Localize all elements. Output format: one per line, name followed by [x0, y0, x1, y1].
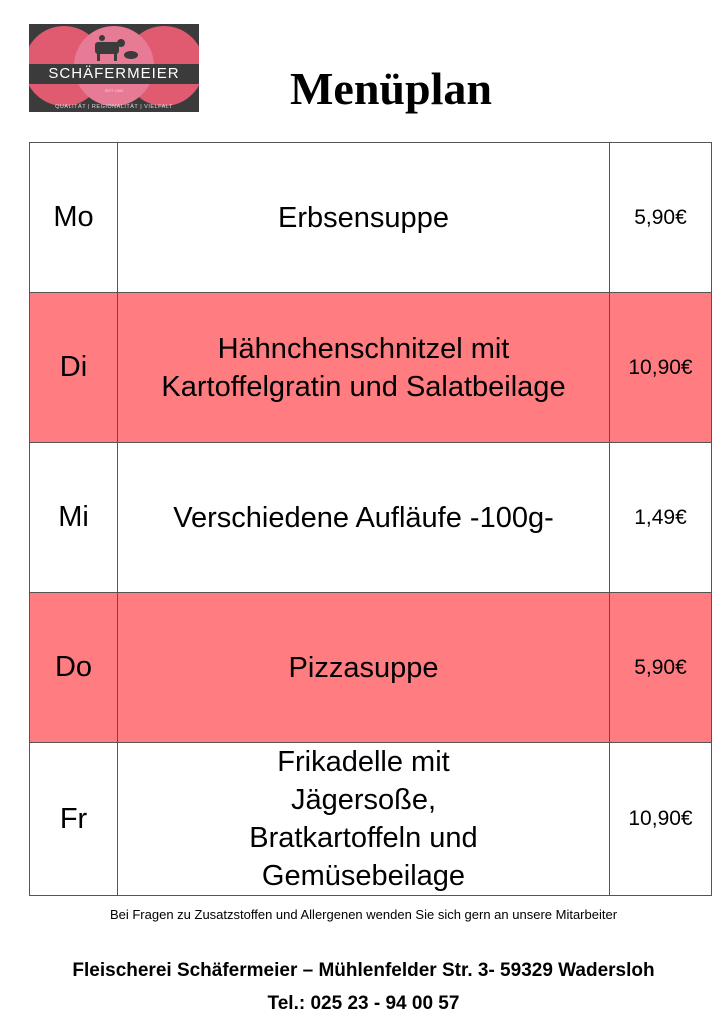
menu-row: Mo Erbsensuppe 5,90€ — [29, 142, 712, 293]
price-cell: 5,90€ — [609, 142, 712, 293]
price-cell: 10,90€ — [609, 292, 712, 443]
price-cell: 1,49€ — [609, 442, 712, 593]
menu-row: Do Pizzasuppe 5,90€ — [29, 592, 712, 743]
day-cell: Di — [29, 292, 118, 443]
logo: SCHÄFERMEIER SEIT 1983 QUALITÄT | REGION… — [29, 24, 199, 112]
logo-brand: SCHÄFERMEIER — [29, 64, 199, 84]
dish-cell: Pizzasuppe — [117, 592, 610, 743]
day-cell: Do — [29, 592, 118, 743]
logo-tagline: QUALITÄT | REGIONALITÄT | VIELFALT — [55, 104, 173, 110]
logo-since: SEIT 1983 — [104, 88, 124, 93]
dish-cell: Hähnchenschnitzel mit Kartoffelgratin un… — [117, 292, 610, 443]
address: Fleischerei Schäfermeier – Mühlenfelder … — [72, 960, 655, 981]
cow-pig-icon — [95, 35, 138, 61]
dish-cell: Verschiedene Aufläufe -100g- — [117, 442, 610, 593]
dish-cell: Frikadelle mit Jägersoße, Bratkartoffeln… — [117, 742, 610, 896]
menu-row: Di Hähnchenschnitzel mit Kartoffelgratin … — [29, 292, 712, 443]
allergen-note: Bei Fragen zu Zusatzstoffen und Allergen… — [109, 907, 618, 922]
dish-cell: Erbsensuppe — [117, 142, 610, 293]
day-cell: Mo — [29, 142, 118, 293]
menu-row: Mi Verschiedene Aufläufe -100g- 1,49€ — [29, 442, 712, 593]
day-cell: Fr — [29, 742, 118, 896]
page-title: Menüplan — [290, 63, 492, 114]
price-cell: 5,90€ — [609, 592, 712, 743]
menu-row: Fr Frikadelle mit Jägersoße, Bratkartoffe… — [29, 742, 712, 896]
day-cell: Mi — [29, 442, 118, 593]
price-cell: 10,90€ — [609, 742, 712, 896]
menu-table: Mo Erbsensuppe 5,90€ Di Hähnchenschnitzel mi… — [29, 142, 712, 896]
phone: Tel.: 025 23 - 94 00 57 — [267, 993, 460, 1014]
